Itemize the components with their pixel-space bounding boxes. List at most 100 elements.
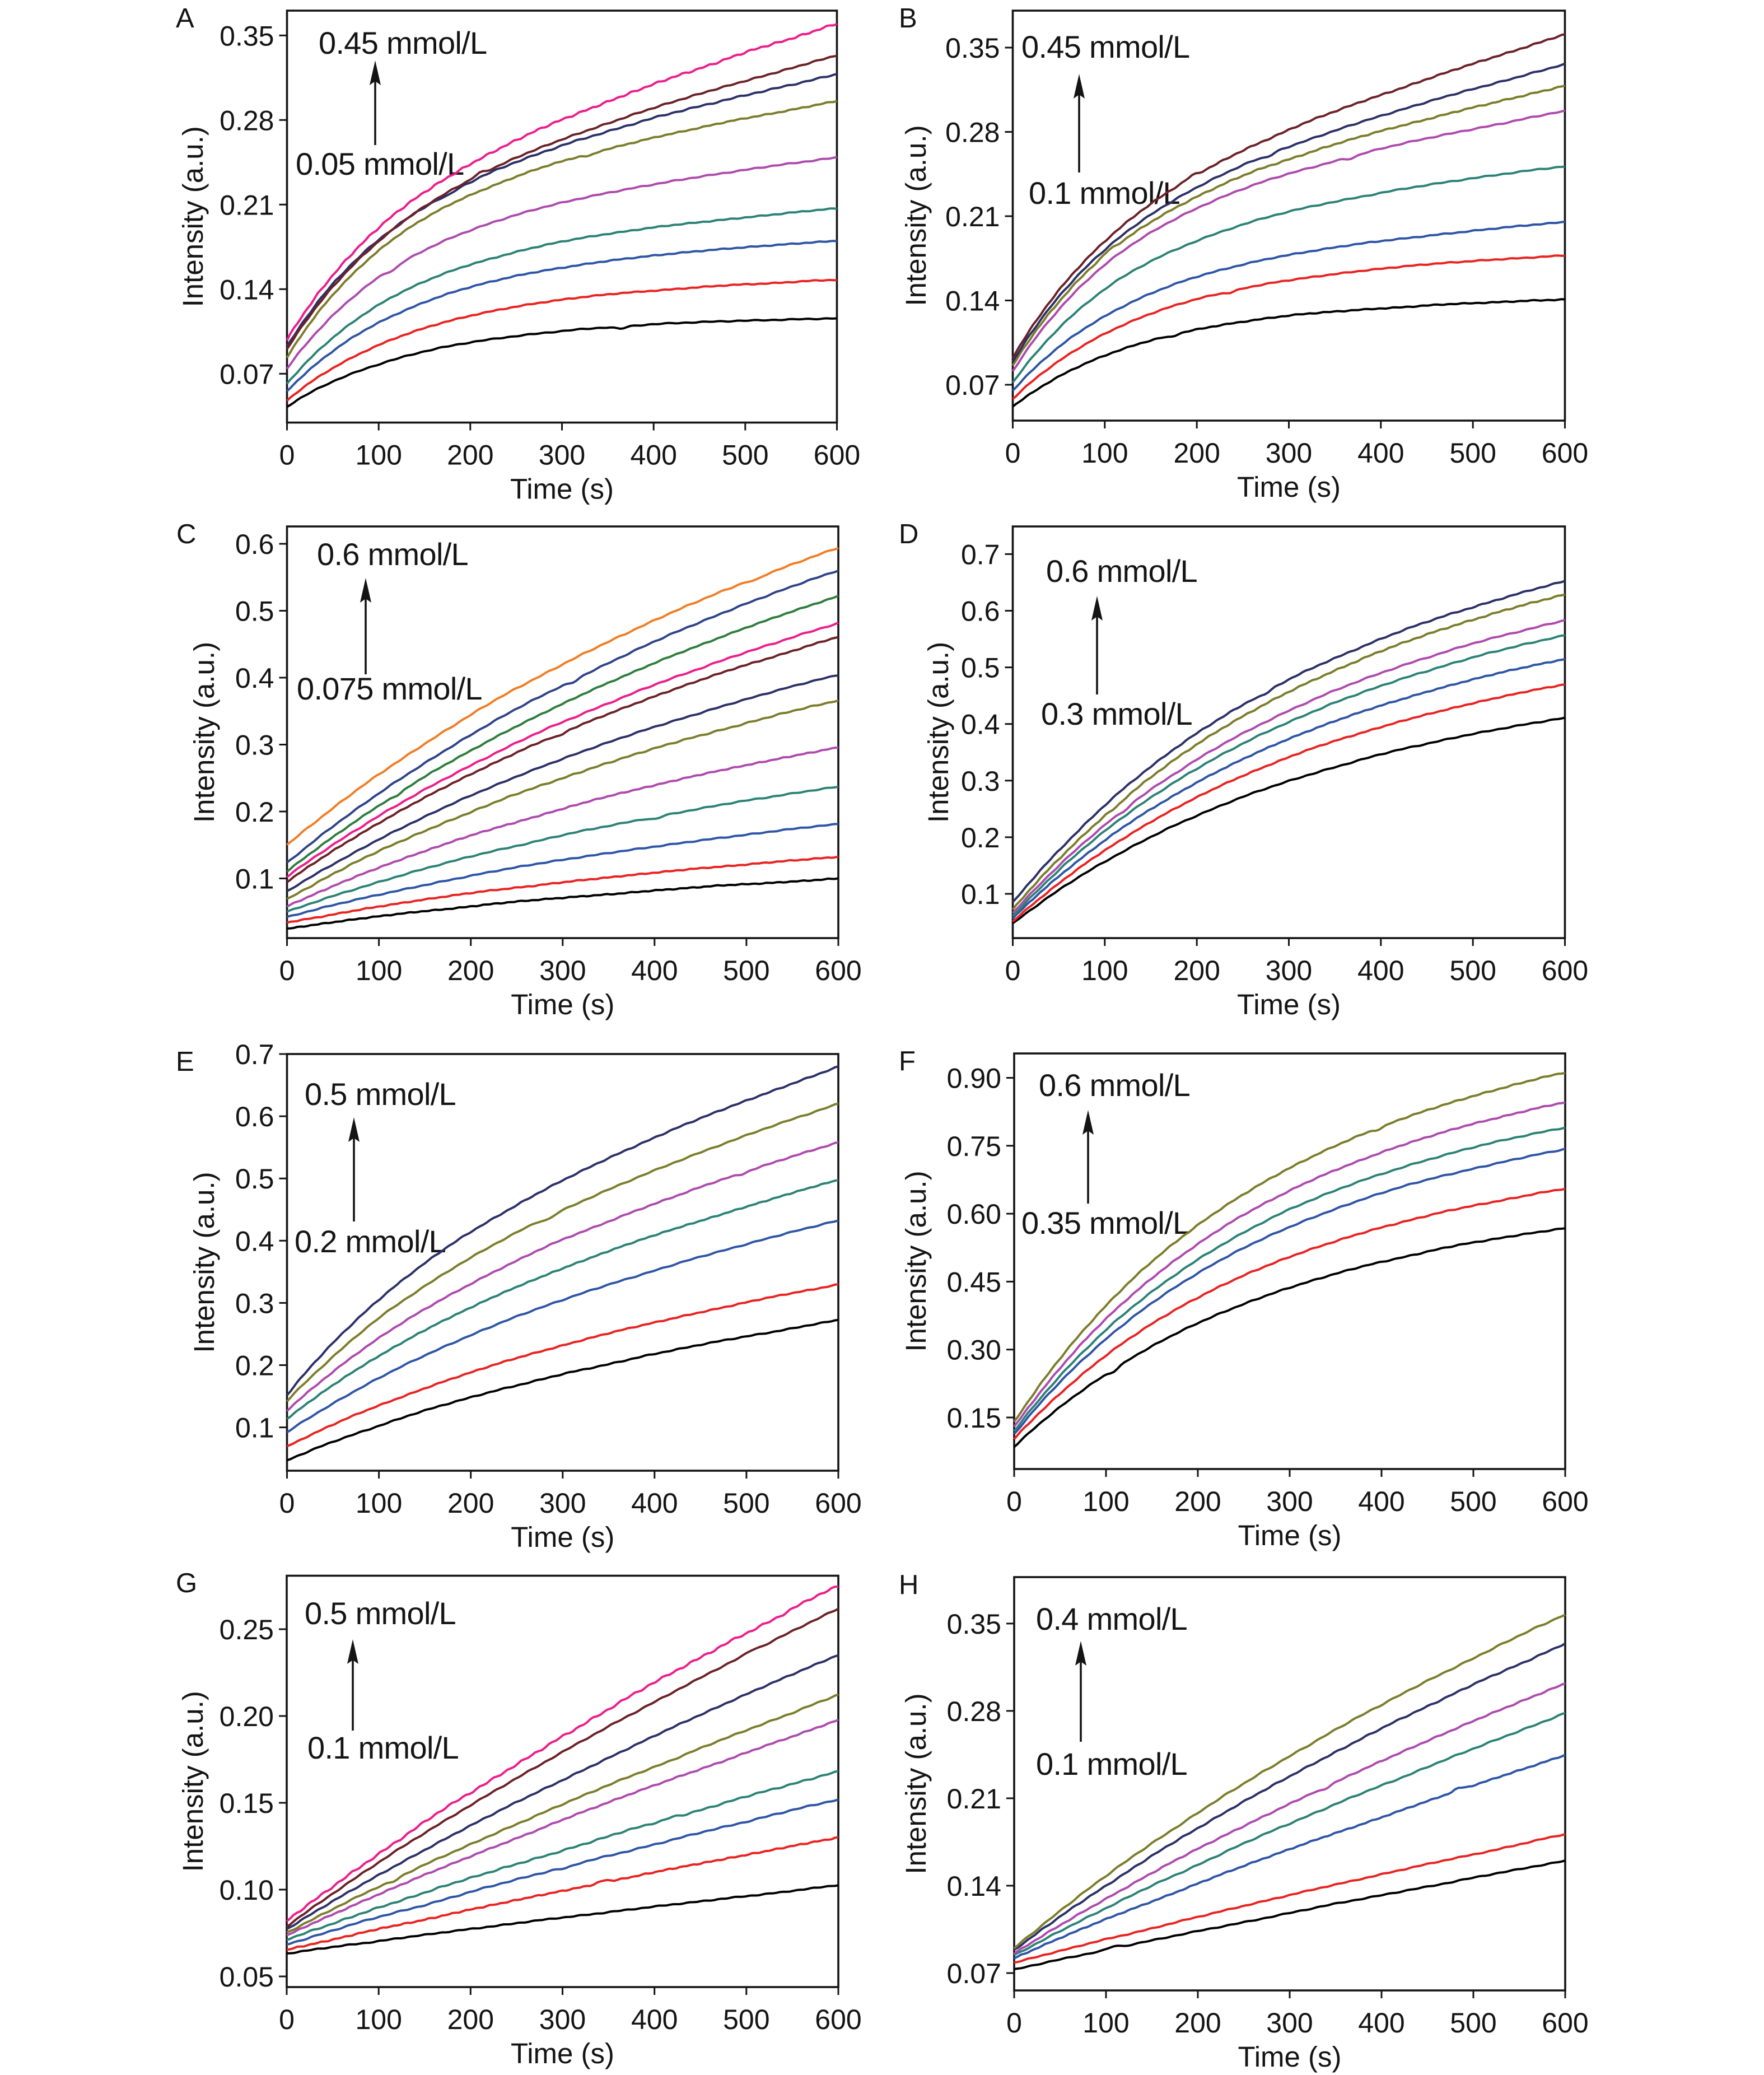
svg-text:500: 500 [722,440,768,471]
svg-text:E: E [176,1047,194,1077]
svg-text:0.05: 0.05 [220,1961,274,1993]
svg-text:0.1: 0.1 [235,1412,274,1444]
svg-text:500: 500 [1449,955,1496,986]
svg-text:0.21: 0.21 [947,1783,1001,1815]
svg-text:Intensity (a.u.): Intensity (a.u.) [922,642,954,823]
svg-text:0.4: 0.4 [235,1225,274,1257]
svg-text:400: 400 [631,2004,678,2035]
svg-text:0.21: 0.21 [945,201,1000,232]
svg-text:600: 600 [815,2004,861,2035]
svg-text:0.45 mmol/L: 0.45 mmol/L [319,25,487,60]
svg-text:100: 100 [356,955,402,986]
svg-text:G: G [176,1568,197,1598]
svg-text:0.5 mmol/L: 0.5 mmol/L [305,1076,456,1112]
svg-text:0.6: 0.6 [235,1101,274,1132]
svg-text:500: 500 [723,1488,769,1519]
svg-text:0.6: 0.6 [961,596,1000,627]
svg-text:0.7: 0.7 [235,1039,274,1070]
svg-text:600: 600 [1542,1486,1588,1517]
svg-text:0: 0 [1006,1486,1022,1517]
svg-text:500: 500 [1449,437,1496,469]
svg-text:600: 600 [815,1488,861,1519]
svg-text:100: 100 [356,1488,402,1519]
svg-text:0.21: 0.21 [220,189,274,221]
svg-text:0.28: 0.28 [947,1696,1001,1727]
svg-text:0.25: 0.25 [220,1614,274,1645]
svg-text:0.2: 0.2 [961,822,1000,854]
svg-text:500: 500 [723,955,769,986]
svg-text:0.07: 0.07 [945,370,1000,401]
svg-text:100: 100 [1081,437,1128,469]
svg-text:600: 600 [1542,2007,1588,2039]
svg-text:H: H [899,1570,918,1600]
svg-text:0.4: 0.4 [235,663,274,694]
svg-text:300: 300 [539,2004,586,2035]
svg-text:0.14: 0.14 [947,1871,1001,1902]
svg-text:0.7: 0.7 [961,539,1000,570]
svg-text:Intensity (a.u.): Intensity (a.u.) [188,1172,220,1353]
svg-text:0: 0 [1005,437,1021,469]
svg-text:300: 300 [539,440,585,471]
svg-text:0.05 mmol/L: 0.05 mmol/L [296,146,464,181]
svg-text:Time (s): Time (s) [1237,471,1341,503]
svg-text:A: A [176,3,194,34]
svg-text:0: 0 [279,1488,295,1519]
svg-text:0.35: 0.35 [220,20,274,52]
svg-text:100: 100 [1082,2007,1129,2039]
svg-text:0.45 mmol/L: 0.45 mmol/L [1021,29,1189,64]
svg-text:0.2: 0.2 [235,796,274,828]
svg-text:0.1 mmol/L: 0.1 mmol/L [1036,1746,1187,1782]
svg-text:Intensity (a.u.): Intensity (a.u.) [900,1171,932,1351]
svg-text:400: 400 [1357,437,1404,469]
svg-text:0.3 mmol/L: 0.3 mmol/L [1041,696,1192,731]
svg-text:400: 400 [630,440,676,471]
svg-text:F: F [899,1046,916,1076]
svg-text:500: 500 [1450,2007,1496,2039]
svg-text:600: 600 [1542,437,1588,469]
svg-text:0.6 mmol/L: 0.6 mmol/L [1039,1067,1190,1103]
svg-text:0.1 mmol/L: 0.1 mmol/L [307,1730,459,1765]
svg-text:Time (s): Time (s) [511,988,614,1020]
svg-text:300: 300 [1266,1486,1313,1517]
svg-text:400: 400 [631,955,678,986]
svg-text:400: 400 [631,1488,678,1519]
svg-text:0.4 mmol/L: 0.4 mmol/L [1036,1601,1187,1636]
svg-text:100: 100 [1082,1486,1129,1517]
svg-text:0: 0 [1006,2007,1022,2039]
svg-text:300: 300 [1266,2007,1313,2039]
svg-text:0.28: 0.28 [220,105,274,136]
svg-text:300: 300 [539,1488,586,1519]
svg-text:200: 200 [1174,2007,1221,2039]
svg-text:0: 0 [279,440,295,471]
svg-text:0.075 mmol/L: 0.075 mmol/L [297,671,482,706]
svg-text:Intensity (a.u.): Intensity (a.u.) [177,126,209,307]
svg-text:200: 200 [1173,437,1220,469]
svg-text:500: 500 [723,2004,769,2035]
svg-text:Time (s): Time (s) [1237,988,1341,1020]
svg-text:Intensity (a.u.): Intensity (a.u.) [900,1693,932,1874]
svg-text:0.60: 0.60 [947,1199,1001,1230]
svg-text:200: 200 [447,440,493,471]
svg-text:0.35 mmol/L: 0.35 mmol/L [1021,1205,1189,1241]
svg-text:Time (s): Time (s) [510,473,614,505]
svg-text:300: 300 [1266,437,1312,469]
svg-text:200: 200 [447,1488,494,1519]
svg-text:100: 100 [355,2004,402,2035]
svg-text:Intensity (a.u.): Intensity (a.u.) [900,125,932,306]
svg-text:200: 200 [1174,1486,1221,1517]
svg-text:0.1: 0.1 [235,864,274,895]
svg-text:200: 200 [447,2004,494,2035]
svg-text:0.07: 0.07 [947,1958,1001,1989]
svg-text:500: 500 [1450,1486,1496,1517]
svg-text:0.45: 0.45 [947,1266,1001,1298]
svg-text:200: 200 [1173,955,1220,986]
svg-text:200: 200 [447,955,494,986]
svg-text:0.5 mmol/L: 0.5 mmol/L [305,1596,456,1631]
svg-text:0.6 mmol/L: 0.6 mmol/L [317,537,468,572]
svg-text:0.1: 0.1 [961,879,1000,910]
svg-text:Time (s): Time (s) [1238,2041,1341,2073]
svg-text:400: 400 [1357,955,1404,986]
svg-text:0.35: 0.35 [947,1608,1001,1640]
svg-text:0.10: 0.10 [220,1875,274,1906]
svg-text:0.75: 0.75 [947,1131,1001,1162]
